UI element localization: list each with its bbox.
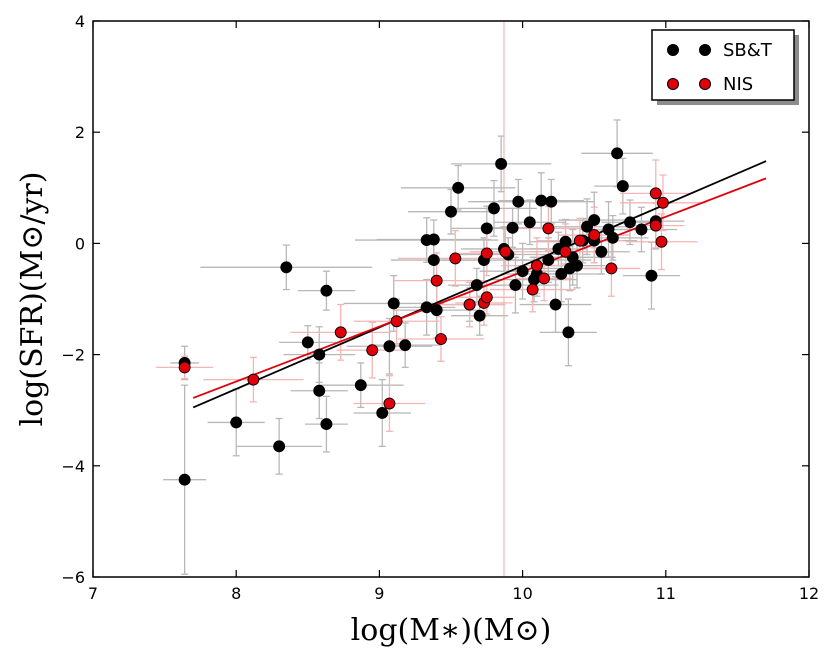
point-sbt-60 — [645, 269, 658, 282]
point-sbt-7 — [313, 384, 326, 397]
point-nis-8 — [449, 252, 462, 265]
point-nis-9 — [463, 298, 476, 311]
point-nis-24 — [655, 235, 668, 248]
point-sbt-59 — [635, 223, 648, 236]
ytick-label-3: 0 — [75, 234, 85, 253]
point-nis-25 — [656, 196, 669, 209]
point-sbt-11 — [376, 407, 389, 419]
point-sbt-57 — [616, 180, 629, 193]
xtick-label-5: 12 — [799, 584, 819, 603]
point-sbt-45 — [562, 326, 575, 339]
legend-marker-sbt-right — [699, 44, 711, 56]
point-sbt-33 — [512, 195, 525, 208]
point-sbt-56 — [611, 147, 624, 160]
point-sbt-12 — [383, 340, 396, 353]
point-nis-5 — [390, 315, 403, 328]
point-sbt-17 — [427, 233, 440, 246]
ytick-label-4: 2 — [75, 123, 85, 142]
point-nis-20 — [588, 229, 601, 242]
plot-frame — [92, 20, 810, 578]
legend-marker-nis-right — [699, 78, 711, 90]
point-sbt-38 — [535, 194, 548, 207]
point-sbt-28 — [495, 157, 508, 170]
point-nis-23 — [649, 219, 662, 232]
point-sbt-3 — [280, 261, 293, 274]
point-nis-16 — [538, 272, 551, 285]
point-sbt-43 — [555, 268, 568, 280]
x-axis-title: log(M∗)(M⊙) — [351, 613, 552, 648]
point-nis-21 — [605, 262, 618, 275]
point-nis-7 — [435, 333, 447, 345]
point-sbt-35 — [523, 216, 536, 229]
point-sbt-13 — [387, 297, 400, 310]
point-sbt-21 — [452, 181, 465, 194]
point-sbt-41 — [549, 298, 562, 311]
ytick-label-2: −2 — [61, 346, 85, 365]
xtick-label-4: 11 — [656, 584, 676, 603]
axis-ticks — [92, 20, 810, 578]
point-nis-18 — [559, 245, 572, 258]
legend: SB&T NIS — [651, 29, 799, 105]
point-nis-15 — [530, 259, 543, 272]
point-sbt-1 — [178, 473, 191, 486]
point-sbt-8 — [320, 284, 333, 297]
xtick-label-2: 9 — [374, 584, 384, 603]
point-sbt-10 — [354, 379, 367, 392]
point-sbt-26 — [480, 222, 493, 235]
point-sbt-19 — [430, 304, 443, 317]
point-sbt-4 — [273, 440, 286, 453]
y-tick-labels: −6 −4 −2 0 2 4 — [61, 12, 85, 587]
point-nis-2 — [334, 326, 347, 339]
point-sbt-20 — [445, 205, 457, 218]
point-nis-19 — [573, 234, 586, 247]
point-sbt-40 — [545, 195, 558, 208]
point-sbt-24 — [473, 309, 486, 322]
point-sbt-48 — [571, 259, 583, 272]
point-sbt-32 — [509, 279, 522, 292]
point-sbt-6 — [313, 348, 326, 361]
y-axis-title: log(SFR)(M⊙/yr) — [15, 172, 50, 427]
legend-label-nis: NIS — [723, 74, 753, 95]
point-sbt-23 — [470, 279, 483, 292]
point-sbt-27 — [488, 202, 500, 215]
xtick-label-1: 8 — [231, 584, 241, 603]
point-sbt-2 — [230, 416, 243, 429]
point-sbt-9 — [320, 418, 333, 431]
point-nis-22 — [649, 187, 662, 200]
ytick-label-1: −4 — [61, 457, 85, 476]
point-nis-6 — [430, 274, 443, 287]
point-sbt-34 — [516, 265, 529, 278]
legend-marker-sbt-left — [667, 44, 679, 56]
point-sbt-39 — [542, 254, 555, 267]
x-tick-labels: 7 8 9 10 11 12 — [88, 584, 819, 603]
point-sbt-51 — [588, 214, 601, 226]
point-nis-3 — [366, 344, 379, 357]
point-sbt-5 — [301, 336, 314, 349]
point-sbt-53 — [595, 245, 608, 258]
point-nis-12 — [480, 247, 493, 260]
point-nis-13 — [499, 245, 512, 258]
point-sbt-18 — [427, 254, 440, 267]
point-sbt-58 — [624, 216, 636, 229]
point-nis-4 — [383, 397, 396, 410]
xtick-label-3: 10 — [512, 584, 532, 603]
point-nis-0 — [178, 361, 191, 374]
ytick-label-0: −6 — [61, 568, 85, 587]
point-sbt-16 — [420, 301, 433, 314]
legend-marker-nis-left — [667, 78, 679, 90]
point-nis-11 — [480, 291, 493, 304]
point-sbt-55 — [606, 231, 619, 244]
point-sbt-31 — [506, 221, 519, 234]
data-points — [178, 147, 669, 486]
point-sbt-14 — [399, 339, 412, 352]
ytick-label-5: 4 — [75, 12, 85, 31]
point-nis-1 — [247, 373, 260, 386]
point-sbt-44 — [559, 235, 572, 248]
xtick-label-0: 7 — [88, 584, 98, 603]
point-nis-14 — [526, 283, 539, 296]
point-nis-17 — [542, 222, 555, 235]
legend-label-sbt: SB&T — [723, 40, 773, 61]
